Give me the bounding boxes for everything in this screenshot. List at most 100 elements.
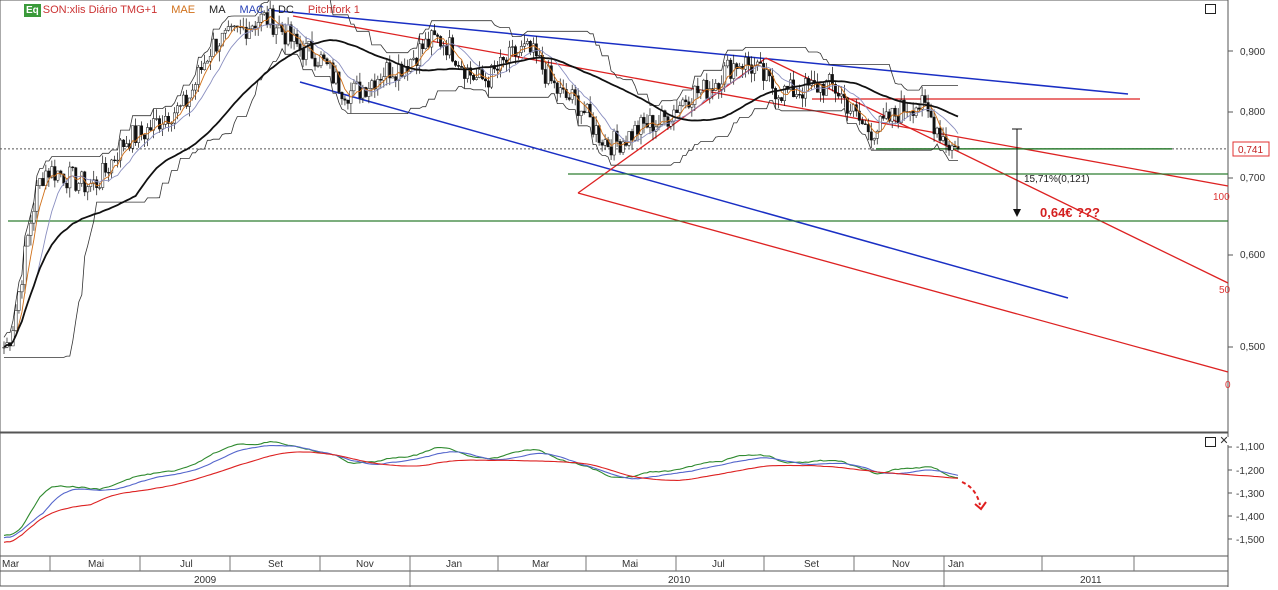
candle-body (253, 25, 257, 29)
legend-item-dc[interactable]: DC (277, 4, 294, 16)
candle-body (899, 99, 903, 123)
price-panel-frame (0, 0, 1229, 433)
candle-body (56, 170, 60, 181)
candle-body (271, 8, 275, 35)
candle-body (274, 27, 278, 35)
candle-body (475, 77, 478, 80)
candle-body (510, 46, 514, 48)
candle-body (947, 144, 951, 151)
candle-body (2, 346, 6, 349)
price-y-axis: 0,900 0,800 0,700 0,600 0,500 (1240, 47, 1265, 353)
pitchfork-lower-tine (577, 192, 1229, 373)
candle-body (501, 57, 505, 61)
close-indicator-panel-button[interactable]: ✕ (1219, 435, 1229, 447)
candle-body (756, 61, 760, 66)
candle-body (481, 69, 484, 80)
legend-item-ma[interactable]: MA (209, 4, 226, 16)
candle-body (259, 13, 263, 23)
candle-body (376, 78, 380, 90)
candle-body (193, 84, 197, 91)
candle-body (956, 146, 960, 150)
candle-body (726, 59, 730, 67)
candle-body (845, 97, 849, 114)
donchian-upper-line (3, 0, 958, 338)
candle-body (615, 130, 619, 142)
candle-body (869, 131, 873, 141)
candle-body (717, 83, 721, 90)
candle-body (804, 78, 807, 99)
candle-body (125, 143, 129, 147)
pitchfork-level-100: 100 (1213, 192, 1230, 203)
moving-average-series (3, 15, 959, 348)
pitchfork-level-0: 0 (1225, 380, 1231, 391)
channel-upper-line (267, 9, 1129, 95)
symbol-legend[interactable]: Eq SON:xlis Diário TMG+1 (24, 4, 157, 17)
candle-body (340, 92, 344, 100)
candle-body (319, 54, 323, 66)
candle-body (47, 170, 51, 178)
candle-body (143, 134, 147, 140)
candle-body (690, 104, 694, 108)
candle-body (205, 60, 209, 64)
candle-body (525, 41, 529, 45)
candle-body (412, 57, 416, 60)
candle-body (552, 80, 556, 84)
candle-body (181, 94, 185, 106)
candle-body (579, 110, 583, 116)
chart-legend: Eq SON:xlis Diário TMG+1 MAE MA MAC DC Pi… (24, 2, 360, 18)
candle-body (932, 116, 936, 135)
measure-label: 15,71%(0,121) (1024, 174, 1090, 185)
maximize-indicator-panel-button[interactable] (1205, 437, 1216, 447)
candle-body (893, 107, 897, 117)
candle-body (445, 45, 449, 56)
candle-body (546, 65, 550, 84)
maximize-price-panel-button[interactable] (1205, 4, 1216, 14)
candle-body (232, 25, 236, 27)
candle-body (917, 107, 921, 110)
candle-body (161, 124, 164, 130)
candle-body (472, 75, 475, 80)
candle-body (164, 116, 167, 125)
legend-item-mae[interactable]: MAE (171, 4, 196, 16)
candle-body (699, 89, 703, 94)
candle-body (119, 139, 123, 161)
candle-body (789, 79, 792, 90)
candle-body (14, 310, 18, 331)
indicator-tick-label: -1,400 (1236, 512, 1265, 523)
candle-body (747, 57, 751, 66)
candle-body (196, 67, 200, 85)
candle-body (32, 210, 36, 224)
candle-body (633, 125, 637, 141)
candle-body (379, 78, 383, 81)
month-label: Mar (2, 559, 20, 570)
candle-body (155, 118, 158, 120)
month-label: Set (804, 559, 819, 570)
candle-body (178, 105, 182, 107)
legend-item-mac[interactable]: MAC (239, 4, 264, 16)
mae-line (3, 15, 959, 348)
indicator-blue-line (3, 444, 959, 539)
candle-body (609, 146, 613, 156)
candle-body (872, 138, 876, 141)
candle-body (385, 62, 389, 77)
candle-body (26, 235, 30, 247)
candle-body (603, 139, 607, 146)
candle-body (753, 65, 757, 74)
candle-body (576, 95, 580, 116)
candle-body (65, 182, 69, 189)
month-label: Jul (180, 559, 193, 570)
candle-body (250, 25, 254, 30)
legend-item-pitchfork[interactable]: Pitchfork 1 (307, 4, 360, 16)
last-price-badge (1232, 141, 1270, 157)
candle-body (110, 159, 114, 174)
candle-body (513, 46, 517, 57)
donchian-lower-line (4, 47, 958, 358)
month-label: Set (268, 559, 283, 570)
candle-body (531, 43, 535, 53)
candle-body (639, 117, 643, 135)
candle-body (301, 48, 305, 60)
candle-body (774, 88, 778, 100)
candle-body (53, 166, 57, 181)
candle-body (262, 12, 266, 15)
